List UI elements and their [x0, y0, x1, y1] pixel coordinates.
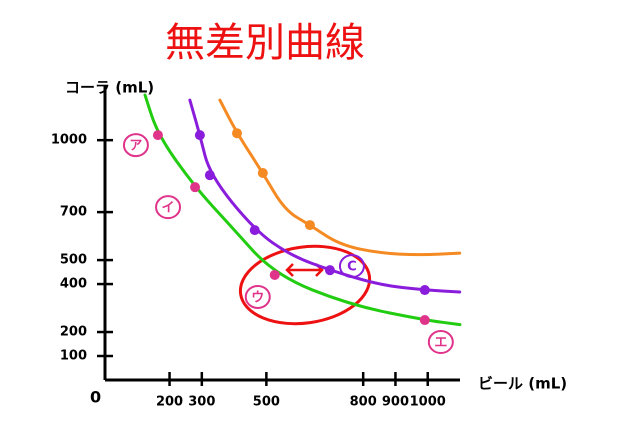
point [249, 225, 260, 236]
highlight-ellipse [238, 244, 372, 326]
chart-title: 無差別曲線 [165, 20, 365, 66]
x-tick-label: 500 [253, 395, 280, 410]
label-circle [155, 195, 182, 220]
label-circle [338, 254, 365, 279]
label-circle [122, 133, 149, 158]
curve [218, 98, 462, 257]
point [190, 182, 201, 193]
y-tick-label: 500 [60, 253, 87, 268]
x-tick-label: 800 [350, 395, 377, 410]
point [231, 128, 242, 139]
point [324, 265, 335, 276]
point-label: C [347, 260, 357, 275]
y-axis-label: コーラ (mL) [65, 79, 154, 97]
point [419, 315, 430, 326]
x-tick-label: 200 [156, 395, 183, 410]
y-tick-label: 200 [60, 325, 87, 340]
origin-label: 0 [90, 388, 101, 407]
curve [143, 93, 462, 327]
point [304, 220, 315, 231]
point-label: ア [129, 139, 142, 154]
label-circle [244, 284, 271, 309]
point [204, 170, 215, 181]
x-axis-label: ビール (mL) [478, 375, 567, 393]
y-tick-label: 1000 [51, 133, 87, 148]
curve [188, 98, 462, 294]
point [152, 130, 163, 141]
x-tick-label: 300 [188, 395, 215, 410]
y-tick-label: 400 [60, 277, 87, 292]
point-label: エ [434, 336, 447, 351]
point-label: イ [162, 201, 175, 216]
point-label: ウ [251, 290, 264, 305]
point [419, 285, 430, 296]
y-tick-label: 100 [60, 349, 87, 364]
point [194, 130, 205, 141]
label-circle [427, 330, 454, 355]
point [257, 168, 268, 179]
x-tick-label: 1000 [410, 395, 446, 410]
x-tick-label: 900 [382, 395, 409, 410]
y-tick-label: 700 [60, 205, 87, 220]
point [269, 269, 280, 280]
